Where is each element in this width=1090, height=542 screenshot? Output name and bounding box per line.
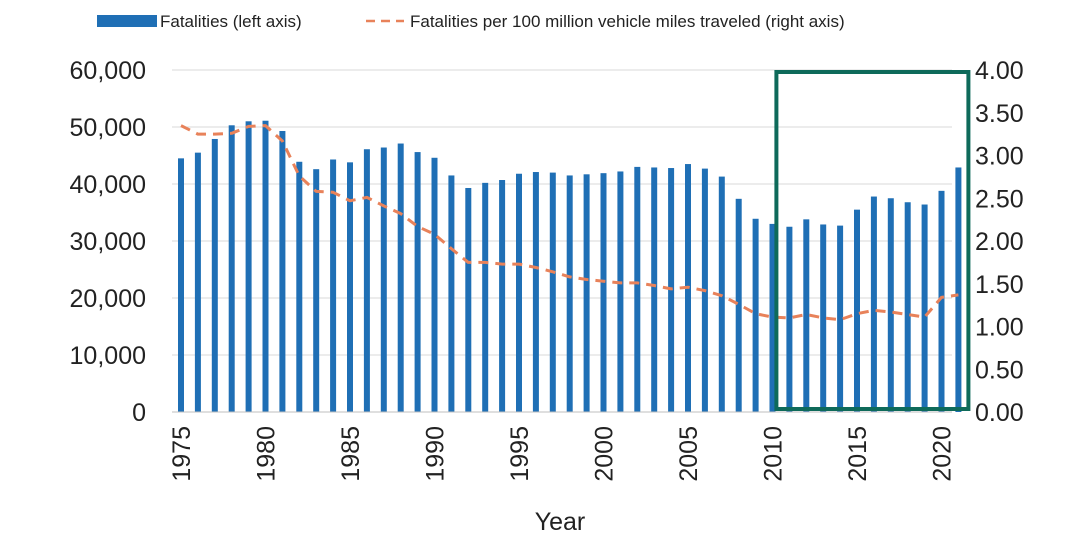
fatalities-bar bbox=[347, 162, 353, 412]
y-left-tick-label: 30,000 bbox=[70, 228, 146, 256]
y-right-tick-label: 4.00 bbox=[975, 57, 1024, 85]
fatalities-bar bbox=[803, 219, 810, 412]
fatalities-bar bbox=[854, 209, 860, 412]
x-tick-label: 1975 bbox=[168, 426, 196, 482]
fatalities-bar bbox=[752, 218, 759, 412]
y-left-tick-label: 60,000 bbox=[70, 57, 146, 85]
y-right-tick-label: 1.00 bbox=[975, 314, 1024, 342]
fatalities-bar bbox=[617, 171, 624, 412]
legend-label-fatalities: Fatalities (left axis) bbox=[160, 12, 302, 31]
fatalities-bar bbox=[786, 226, 793, 412]
fatalities-bar bbox=[448, 175, 455, 412]
fatalities-bar bbox=[566, 175, 573, 412]
y-right-tick-label: 2.50 bbox=[975, 185, 1024, 213]
fatalities-bar bbox=[921, 204, 928, 412]
fatalities-bar bbox=[870, 196, 877, 412]
y-left-tick-label: 20,000 bbox=[70, 285, 146, 313]
fatalities-bar bbox=[955, 167, 962, 412]
fatalities-bar bbox=[397, 143, 404, 412]
fatalities-bar bbox=[499, 180, 506, 412]
fatalities-bar bbox=[296, 161, 303, 412]
fatalities-bar bbox=[465, 187, 472, 412]
x-tick-label: 1990 bbox=[422, 426, 450, 482]
fatalities-bar bbox=[194, 152, 201, 412]
x-tick-label: 1995 bbox=[506, 426, 534, 482]
legend-bar-swatch bbox=[97, 15, 157, 27]
fatalities-bar bbox=[549, 172, 556, 412]
legend-label-rate: Fatalities per 100 million vehicle miles… bbox=[410, 12, 845, 31]
y-right-tick-label: 3.50 bbox=[975, 100, 1024, 128]
fatalities-bar bbox=[904, 202, 911, 412]
fatalities-bar bbox=[600, 173, 607, 412]
x-tick-label: 2005 bbox=[675, 426, 703, 482]
y-left-tick-label: 0 bbox=[132, 399, 146, 427]
legend: Fatalities (left axis) Fatalities per 10… bbox=[97, 12, 845, 31]
y-right-tick-label: 2.00 bbox=[975, 228, 1024, 256]
x-tick-label: 2010 bbox=[760, 426, 788, 482]
x-tick-label: 1980 bbox=[253, 426, 281, 482]
fatalities-bar bbox=[887, 198, 894, 412]
fatalities-bar bbox=[583, 174, 590, 412]
x-tick-label: 2015 bbox=[844, 426, 872, 482]
y-right-tick-label: 0.00 bbox=[975, 399, 1024, 427]
y-right-tick-label: 3.00 bbox=[975, 143, 1024, 171]
y-left-tick-label: 40,000 bbox=[70, 171, 146, 199]
y-right-tick-label: 1.50 bbox=[975, 271, 1024, 299]
y-left-tick-label: 10,000 bbox=[70, 342, 146, 370]
fatalities-bars bbox=[178, 120, 962, 413]
fatalities-bar bbox=[735, 198, 742, 412]
fatalities-bar bbox=[380, 147, 387, 412]
fatalities-bar bbox=[262, 120, 269, 412]
x-tick-label: 2000 bbox=[591, 426, 619, 482]
fatalities-bar bbox=[482, 182, 489, 412]
fatalities-bar bbox=[279, 130, 286, 413]
x-axis-title: Year bbox=[535, 508, 586, 536]
fatalities-bar bbox=[414, 152, 421, 412]
fatalities-bar bbox=[178, 158, 184, 412]
fatalities-bar bbox=[634, 166, 641, 412]
fatalities-bar bbox=[938, 190, 945, 412]
fatalities-bar bbox=[532, 172, 539, 412]
fatalities-bar bbox=[651, 167, 658, 412]
x-tick-label: 1985 bbox=[337, 426, 365, 482]
fatalities-bar bbox=[330, 159, 337, 412]
highlight-box bbox=[774, 70, 971, 411]
x-tick-label: 2020 bbox=[929, 426, 957, 482]
fatalities-bar bbox=[431, 157, 438, 412]
fatalities-bar bbox=[228, 125, 235, 412]
fatalities-bar bbox=[363, 149, 370, 413]
fatalities-bar bbox=[769, 223, 776, 412]
y-left-tick-label: 50,000 bbox=[70, 114, 146, 142]
y-right-tick-label: 0.50 bbox=[975, 356, 1024, 384]
fatalities-bar bbox=[211, 138, 218, 412]
annotation-layer bbox=[774, 70, 971, 411]
rate-line-layer bbox=[180, 124, 959, 322]
fatalities-bar bbox=[245, 121, 252, 413]
fatalities-bar bbox=[313, 169, 320, 412]
rate-line bbox=[180, 124, 959, 322]
axes: 0 10,000 20,000 30,000 40,000 50,000 60,000 0.0… bbox=[70, 57, 1024, 482]
fatalities-bar bbox=[516, 173, 522, 412]
fatalities-bar bbox=[820, 224, 827, 412]
fatalities-bar bbox=[837, 225, 844, 412]
gridlines bbox=[172, 69, 952, 356]
